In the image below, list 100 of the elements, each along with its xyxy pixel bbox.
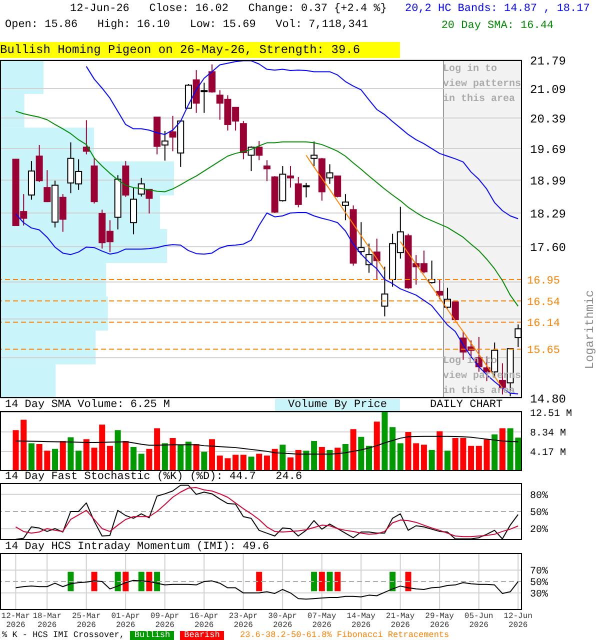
- x-tick-label: 29-May 2026: [425, 612, 454, 630]
- line-series: [15, 436, 519, 455]
- candlestick: [146, 188, 153, 214]
- bar: [146, 448, 152, 471]
- bar: [248, 456, 254, 471]
- x-tick-label: 16-Apr 2026: [190, 612, 219, 630]
- x-tick-label: 07-May 2026: [307, 612, 336, 630]
- bar: [209, 439, 216, 471]
- y-tick-label: 20.39: [530, 112, 566, 126]
- candlestick: [59, 194, 66, 232]
- y-tick-label: 19.69: [530, 142, 566, 157]
- candlestick: [294, 176, 302, 208]
- y-tick-label: 21.79: [530, 54, 566, 68]
- bar: [170, 438, 176, 471]
- candlestick: [310, 140, 318, 167]
- y-tick-label: 4.17 M: [530, 448, 566, 460]
- bar: [288, 457, 294, 471]
- text: Bearish: [180, 630, 224, 640]
- y-tick-label: 14.80: [530, 392, 566, 406]
- bar: [154, 428, 160, 471]
- candlestick: [334, 176, 342, 198]
- bar: [193, 444, 200, 471]
- y-axis-title: Logarithmic: [583, 290, 597, 370]
- bar: [83, 439, 90, 471]
- bar: [178, 444, 184, 471]
- bar: [342, 444, 348, 471]
- bar: [444, 450, 451, 471]
- chart-title: 14 Day Fast Stochastic (%K) (%D): 44.7 24.6: [5, 471, 302, 484]
- bar: [334, 448, 341, 471]
- text: 23.6-38.2-50-61.8% Fibonacci Retracements: [240, 630, 450, 640]
- bar: [350, 429, 356, 471]
- bar: [240, 454, 246, 471]
- bar: [318, 446, 325, 471]
- bar: [390, 427, 396, 471]
- bar: [272, 448, 278, 471]
- chart-subtitle: Open: 15.86 High: 16.10 Low: 15.69 Vol: 7,118,341: [5, 19, 368, 32]
- x-tick-label: 14-May 2026: [346, 612, 376, 630]
- bar: [428, 450, 435, 471]
- candlestick: [287, 166, 294, 188]
- line-series: [15, 212, 519, 394]
- bar: [366, 446, 372, 471]
- bar: [476, 446, 482, 471]
- bar: [256, 454, 262, 471]
- y-tick-label: 17.60: [530, 240, 566, 255]
- y-tick-label: 50%: [530, 578, 548, 590]
- candlestick: [381, 266, 388, 317]
- y-tick-label: 30%: [530, 589, 548, 600]
- bar: [397, 443, 404, 471]
- text: Bullish Homing Pigeon on 26-May-26, Strength: 39.6: [0, 42, 400, 58]
- bar: [264, 456, 270, 471]
- candlestick: [358, 222, 365, 256]
- bar: [303, 450, 310, 471]
- candlestick: [192, 70, 200, 114]
- bar: [499, 428, 506, 471]
- bar: [326, 450, 333, 471]
- x-tick-label: 12-Mar 2026: [1, 612, 30, 630]
- bar: [122, 441, 129, 471]
- text: Bullish: [130, 630, 174, 640]
- y-tick-label: 80%: [530, 490, 548, 502]
- x-tick-label: 25-Mar 2026: [72, 612, 101, 630]
- x-tick-label: 12-Jun 2026: [504, 612, 533, 630]
- text: 20,2 HC Bands: 14.87 , 18.17: [405, 2, 590, 17]
- bar: [76, 450, 82, 471]
- candlestick: [208, 64, 216, 94]
- chart-title: 12-Jun-26 Close: 16.02 Change: 0.37 {+2.4 %}: [70, 3, 387, 16]
- x-tick-label: 21-May 2026: [386, 612, 415, 630]
- ref-line-label: 16.54: [527, 296, 560, 309]
- candlestick: [302, 182, 310, 198]
- x-tick-label: 09-Apr 2026: [150, 612, 180, 630]
- candlestick: [161, 130, 168, 162]
- candlestick: [326, 164, 334, 184]
- annotation: DAILY CHART: [430, 399, 503, 412]
- candlestick: [44, 170, 51, 203]
- bar: [436, 431, 443, 471]
- bar: [185, 442, 192, 471]
- candlestick: [200, 82, 208, 114]
- bar: [52, 448, 58, 471]
- x-tick-label: 05-Jun 2026: [464, 612, 494, 630]
- bar: [420, 444, 427, 471]
- candlestick: [169, 115, 176, 152]
- line-series: [15, 580, 519, 600]
- candlestick: [256, 140, 263, 161]
- legend-title: % K - HCS IMI Crossover,: [2, 630, 124, 640]
- x-tick-label: 01-Apr 2026: [111, 612, 140, 630]
- bar: [382, 412, 388, 471]
- y-tick-label: 20%: [530, 525, 548, 536]
- candlestick: [263, 160, 270, 182]
- chart-title: 14 Day SMA Volume: 6.25 M: [5, 399, 170, 412]
- bar: [468, 446, 474, 471]
- y-tick-label: 18.99: [530, 174, 566, 188]
- candlestick: [514, 324, 522, 348]
- bar: [492, 434, 498, 471]
- bar: [358, 436, 364, 471]
- bar: [28, 443, 34, 471]
- bar: [114, 430, 121, 471]
- bar: [130, 446, 137, 471]
- ref-line-label: 16.14: [527, 318, 560, 330]
- bar: [68, 437, 74, 471]
- bar: [106, 446, 113, 471]
- ref-line-label: 15.65: [527, 345, 560, 358]
